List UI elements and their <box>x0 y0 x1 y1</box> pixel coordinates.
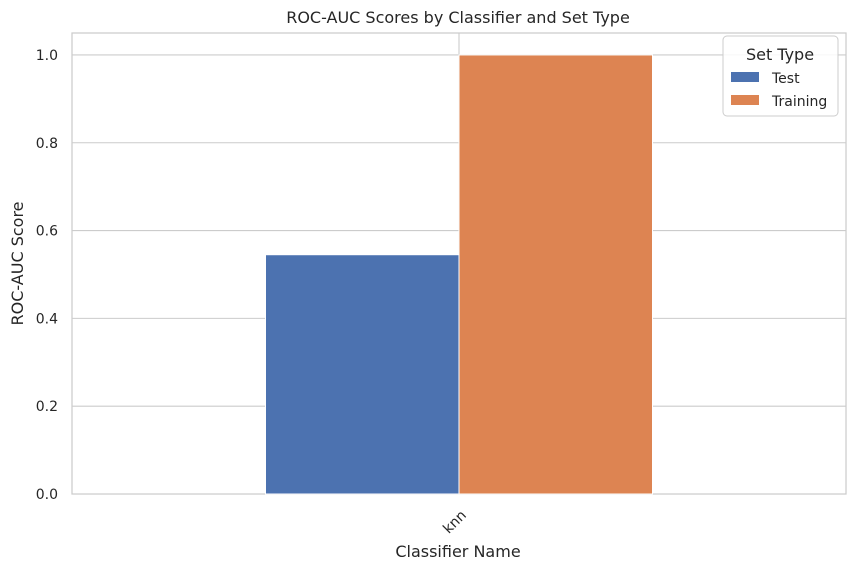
legend: Set Type Test Training <box>722 35 839 117</box>
x-tick-label: knn <box>440 508 470 538</box>
x-tick-labels: knn <box>440 508 470 538</box>
y-tick-label: 1.0 <box>36 48 58 64</box>
y-tick-label: 0.2 <box>36 399 58 415</box>
y-tick-label: 0.8 <box>36 136 58 152</box>
y-tick-label: 0.0 <box>36 487 58 503</box>
legend-title: Set Type <box>746 45 814 64</box>
x-axis-label: Classifier Name <box>395 542 520 561</box>
legend-label-training: Training <box>771 94 827 110</box>
legend-swatch-test <box>731 72 759 82</box>
bar-training-knn <box>458 54 653 495</box>
legend-swatch-training <box>731 95 759 105</box>
chart-title: ROC-AUC Scores by Classifier and Set Typ… <box>286 8 630 27</box>
y-axis-label: ROC-AUC Score <box>8 201 27 325</box>
bars <box>265 54 653 495</box>
y-tick-label: 0.6 <box>36 224 58 240</box>
bar-test-knn <box>265 254 460 495</box>
legend-label-test: Test <box>771 71 800 87</box>
y-tick-labels: 0.0 0.2 0.4 0.6 0.8 1.0 <box>36 48 58 503</box>
y-tick-label: 0.4 <box>36 311 58 327</box>
